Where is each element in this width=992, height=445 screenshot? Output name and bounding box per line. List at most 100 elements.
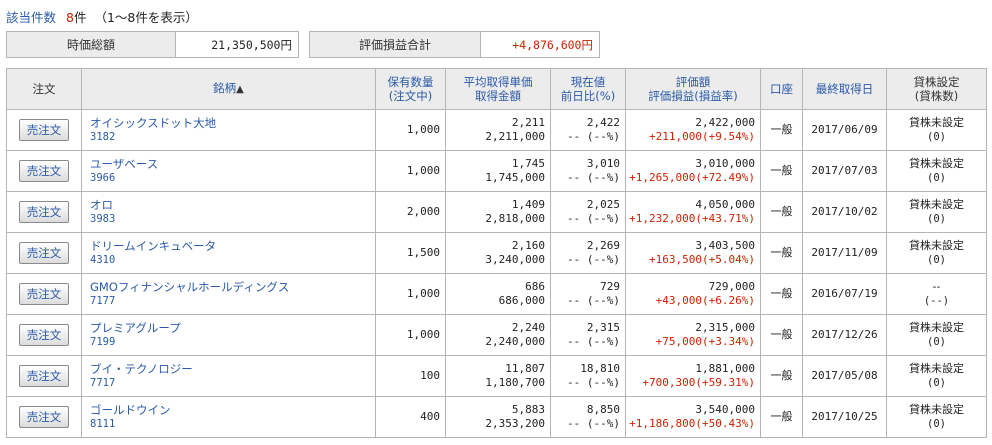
order-cell: 売注文 [6, 273, 82, 315]
stock-name-link[interactable]: ドリームインキュベータ [90, 239, 217, 253]
result-range-text: （1～8件を表示） [94, 10, 198, 25]
col-price-header-line2[interactable]: 前日比(%) [560, 89, 616, 103]
col-lend-header-line1: 貸株設定 [913, 75, 960, 89]
sell-order-button[interactable]: 売注文 [19, 406, 69, 428]
stock-code: 8111 [90, 418, 116, 430]
order-cell: 売注文 [6, 314, 82, 356]
order-cell: 売注文 [6, 396, 82, 438]
avg-price: 1,745 [511, 157, 545, 170]
valuation-cell: 2,315,000 +75,000(+3.34%) [625, 314, 761, 356]
profit-loss: +1,265,000(+72.49%) [629, 171, 755, 184]
lending-setting-cell: 貸株未設定 (0) [886, 191, 987, 233]
sell-order-button[interactable]: 売注文 [19, 242, 69, 264]
market-value-summary: 時価総額 21,350,500円 [6, 31, 299, 58]
profit-loss: +211,000(+9.54%) [649, 130, 755, 143]
quantity-cell: 1,500 [375, 232, 446, 274]
col-avg-header-line2[interactable]: 取得金額 [475, 89, 521, 103]
stock-name-link[interactable]: ユーザベース [90, 157, 159, 171]
valuation-amount: 3,010,000 [695, 157, 755, 170]
col-value-header-line2[interactable]: 評価損益(損益率) [648, 89, 738, 103]
lending-setting-cell: -- (--) [886, 273, 987, 315]
col-value-header[interactable]: 評価額 評価損益(損益率) [625, 68, 761, 110]
last-acquired-date-cell: 2017/11/09 [802, 232, 887, 274]
valuation-cell: 3,540,000 +1,186,800(+50.43%) [625, 396, 761, 438]
stock-code: 3182 [90, 131, 116, 143]
sell-order-button[interactable]: 売注文 [19, 160, 69, 182]
lending-status: -- [932, 280, 941, 293]
avg-price: 5,883 [511, 403, 545, 416]
current-price: 3,010 [586, 157, 620, 170]
holdings-table: 注文 銘柄▲ 保有数量 (注文中) 平均取得単価 取得金額 現在値 前日比(%) 評価… [6, 68, 987, 438]
col-qty-header-line2[interactable]: (注文中) [388, 89, 433, 103]
col-avg-header-line1[interactable]: 平均取得単価 [463, 75, 533, 89]
stock-cell: ブイ・テクノロジー 7717 [81, 355, 376, 397]
col-value-header-line1[interactable]: 評価額 [675, 75, 711, 89]
valuation-cell: 1,881,000 +700,300(+59.31%) [625, 355, 761, 397]
col-price-header[interactable]: 現在値 前日比(%) [550, 68, 626, 110]
col-qty-header[interactable]: 保有数量 (注文中) [375, 68, 446, 110]
col-avg-header[interactable]: 平均取得単価 取得金額 [445, 68, 551, 110]
valuation-amount: 4,050,000 [695, 198, 755, 211]
stock-cell: ドリームインキュベータ 4310 [81, 232, 376, 274]
account-type-cell: 一般 [760, 191, 803, 233]
stock-name-link[interactable]: オロ [90, 198, 113, 212]
valuation-amount: 2,422,000 [695, 116, 755, 129]
valuation-cell: 2,422,000 +211,000(+9.54%) [625, 109, 761, 151]
col-date-header[interactable]: 最終取得日 [802, 68, 887, 110]
quantity-cell: 400 [375, 396, 446, 438]
last-acquired-date-cell: 2017/12/26 [802, 314, 887, 356]
account-type-cell: 一般 [760, 396, 803, 438]
result-count-value: 8 [66, 10, 74, 25]
sell-order-button[interactable]: 売注文 [19, 119, 69, 141]
account-type-cell: 一般 [760, 314, 803, 356]
stock-name-link[interactable]: ブイ・テクノロジー [90, 362, 193, 376]
stock-name-link[interactable]: オイシックスドット大地 [90, 116, 217, 130]
lending-quantity: (0) [927, 336, 946, 348]
acquisition-cost: 1,180,700 [485, 376, 545, 389]
stock-name-link[interactable]: ゴールドウイン [90, 403, 171, 417]
total-pl-label: 評価損益合計 [310, 32, 481, 57]
lending-status: 貸株未設定 [909, 239, 964, 252]
sell-order-button[interactable]: 売注文 [19, 365, 69, 387]
sell-order-button[interactable]: 売注文 [19, 201, 69, 223]
col-account-header[interactable]: 口座 [760, 68, 803, 110]
acquisition-cost: 2,818,000 [485, 212, 545, 225]
profit-loss: +700,300(+59.31%) [642, 376, 755, 389]
quantity-cell: 1,000 [375, 150, 446, 192]
lending-quantity: (--) [923, 295, 950, 307]
stock-code: 4310 [90, 254, 116, 266]
lending-status: 貸株未設定 [909, 403, 964, 416]
lending-setting-cell: 貸株未設定 (0) [886, 150, 987, 192]
quantity-cell: 2,000 [375, 191, 446, 233]
acquisition-cost: 2,353,200 [485, 417, 545, 430]
stock-code: 7177 [90, 295, 116, 307]
stock-name-link[interactable]: GMOフィナンシャルホールディングス [90, 280, 290, 294]
stock-cell: ユーザベース 3966 [81, 150, 376, 192]
avg-cost-cell: 2,211 2,211,000 [445, 109, 551, 151]
sell-order-button[interactable]: 売注文 [19, 283, 69, 305]
table-row: 売注文 ゴールドウイン 8111 400 5,883 2,353,200 8,850… [6, 396, 987, 438]
profit-loss: +1,186,800(+50.43%) [629, 417, 755, 430]
order-cell: 売注文 [6, 232, 82, 274]
last-acquired-date-cell: 2017/10/25 [802, 396, 887, 438]
avg-cost-cell: 2,160 3,240,000 [445, 232, 551, 274]
col-name-header-label[interactable]: 銘柄 [213, 81, 237, 95]
stock-code: 7199 [90, 336, 116, 348]
current-price: 2,315 [586, 321, 620, 334]
col-name-header[interactable]: 銘柄▲ [81, 68, 376, 110]
stock-name-link[interactable]: プレミアグループ [90, 321, 181, 335]
col-qty-header-line1[interactable]: 保有数量 [387, 75, 434, 89]
lending-setting-cell: 貸株未設定 (0) [886, 355, 987, 397]
acquisition-cost: 3,240,000 [485, 253, 545, 266]
lending-status: 貸株未設定 [909, 321, 964, 334]
day-change: -- (--%) [567, 130, 620, 143]
lending-status: 貸株未設定 [909, 198, 964, 211]
day-change: -- (--%) [567, 253, 620, 266]
sell-order-button[interactable]: 売注文 [19, 324, 69, 346]
col-price-header-line1[interactable]: 現在値 [570, 75, 606, 89]
avg-price: 1,409 [511, 198, 545, 211]
valuation-cell: 4,050,000 +1,232,000(+43.71%) [625, 191, 761, 233]
lending-quantity: (0) [927, 418, 946, 430]
last-acquired-date-cell: 2017/07/03 [802, 150, 887, 192]
last-acquired-date-cell: 2017/10/02 [802, 191, 887, 233]
